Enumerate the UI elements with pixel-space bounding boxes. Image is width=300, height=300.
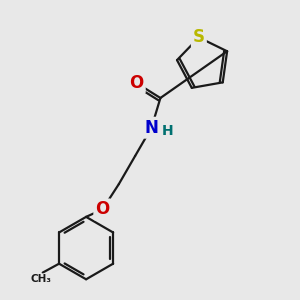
Text: CH₃: CH₃	[31, 274, 52, 284]
Text: O: O	[130, 74, 144, 92]
Text: S: S	[193, 28, 205, 46]
Text: H: H	[162, 124, 174, 138]
Text: N: N	[145, 119, 158, 137]
Text: O: O	[95, 200, 110, 218]
